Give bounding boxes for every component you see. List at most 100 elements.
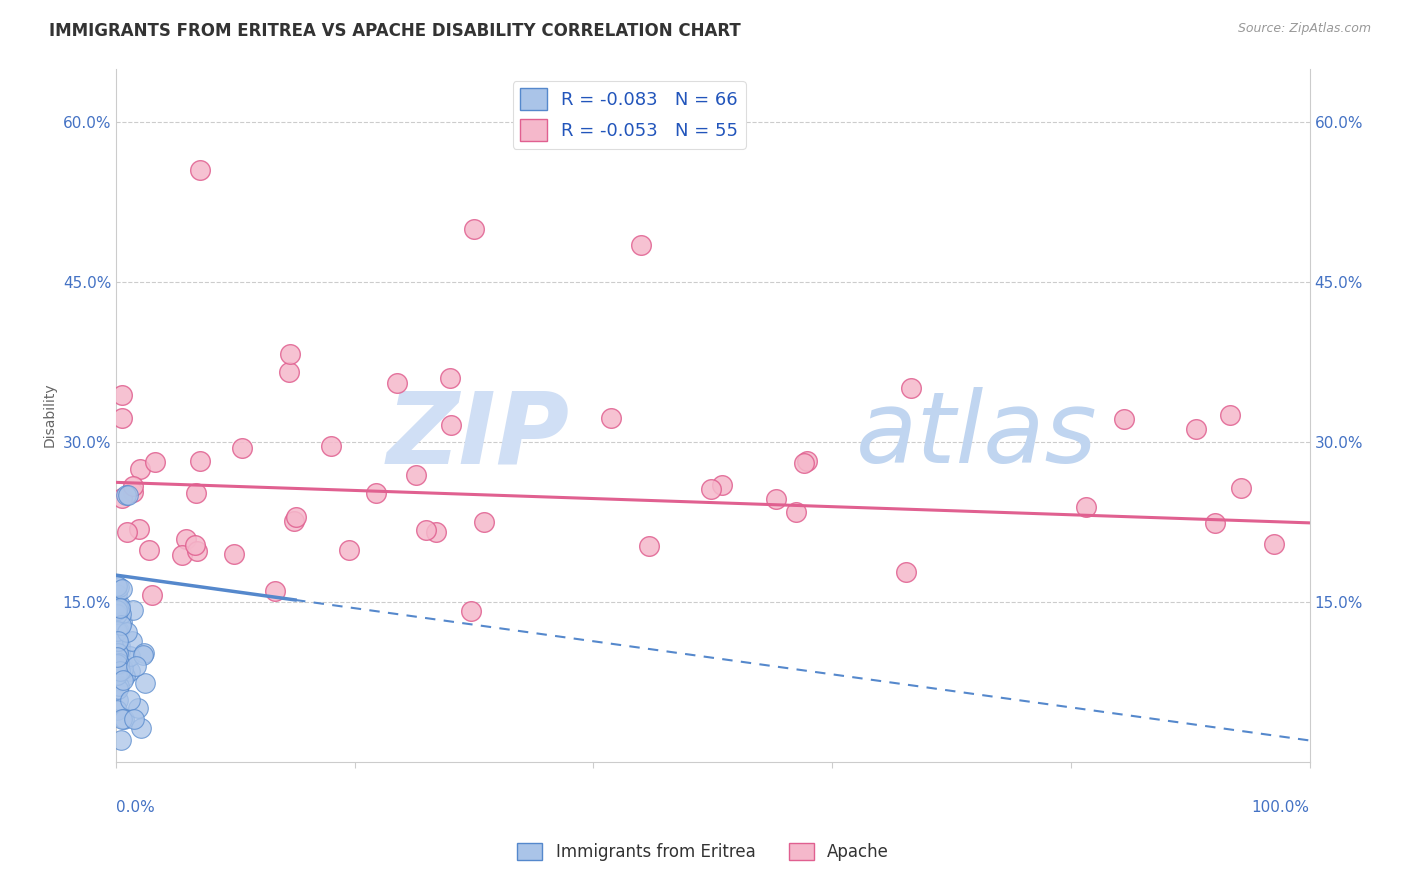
Point [138,543,160,558]
Point [107,682,129,697]
Point [128,522,150,536]
Point [188,454,211,468]
Point [111,388,134,402]
Point [337,543,360,558]
Point [105,634,128,648]
Legend: R = -0.083   N = 66, R = -0.053   N = 55: R = -0.083 N = 66, R = -0.053 N = 55 [513,81,745,149]
Point [472,515,495,529]
Point [108,601,131,615]
Point [107,640,129,655]
Point [1114,412,1136,426]
Point [118,693,141,707]
Point [121,603,143,617]
Point [184,538,207,552]
Point [112,712,135,726]
Point [143,455,166,469]
Point [425,524,447,539]
Point [186,485,208,500]
Point [405,467,427,482]
Point [385,376,408,391]
Point [107,657,129,671]
Point [129,462,152,476]
Point [111,491,134,505]
Point [129,721,152,735]
Point [285,510,308,524]
Point [463,221,485,235]
Point [111,411,134,425]
Point [439,371,461,385]
Point [1219,408,1241,422]
Point [114,488,136,502]
Point [105,624,128,639]
Point [127,701,149,715]
Point [105,607,128,621]
Point [108,644,131,658]
Legend: Immigrants from Eritrea, Apache: Immigrants from Eritrea, Apache [510,836,896,868]
Point [105,579,128,593]
Point [1263,536,1285,550]
Point [278,347,301,361]
Point [110,607,132,621]
Point [111,712,134,726]
Point [114,652,136,666]
Point [785,505,807,519]
Point [105,624,128,638]
Point [105,649,128,664]
Point [105,625,128,640]
Point [440,417,463,432]
Point [105,703,128,717]
Point [105,587,128,601]
Point [108,656,131,670]
Point [120,665,142,679]
Point [188,162,211,177]
Point [105,601,128,615]
Point [638,539,661,553]
Point [107,679,129,693]
Point [364,485,387,500]
Point [134,646,156,660]
Point [105,667,128,681]
Point [110,582,132,597]
Point [105,603,128,617]
Point [132,648,155,662]
Point [108,624,131,638]
Point [108,664,131,678]
Point [110,618,132,632]
Text: ZIP: ZIP [387,387,569,484]
Point [105,624,128,639]
Point [699,482,721,496]
Point [630,237,652,252]
Point [105,599,128,613]
Text: 0.0%: 0.0% [117,800,155,815]
Point [263,584,285,599]
Point [793,456,815,470]
Text: Source: ZipAtlas.com: Source: ZipAtlas.com [1237,22,1371,36]
Point [600,411,623,425]
Point [224,547,246,561]
Point [122,712,145,726]
Point [1204,516,1226,530]
Point [121,479,143,493]
Point [117,625,139,640]
Point [121,634,143,648]
Point [894,565,917,579]
Point [110,598,132,612]
Point [110,733,132,747]
Point [120,648,142,663]
Point [1074,500,1097,515]
Point [117,488,139,502]
Point [141,588,163,602]
Point [125,658,148,673]
Text: IMMIGRANTS FROM ERITREA VS APACHE DISABILITY CORRELATION CHART: IMMIGRANTS FROM ERITREA VS APACHE DISABI… [49,22,741,40]
Point [174,532,197,546]
Point [107,599,129,614]
Point [107,656,129,670]
Point [170,549,193,563]
Text: atlas: atlas [856,387,1098,484]
Point [114,669,136,683]
Point [110,639,132,653]
Point [1230,481,1253,495]
Point [711,478,734,492]
Point [460,604,482,618]
Point [107,633,129,648]
